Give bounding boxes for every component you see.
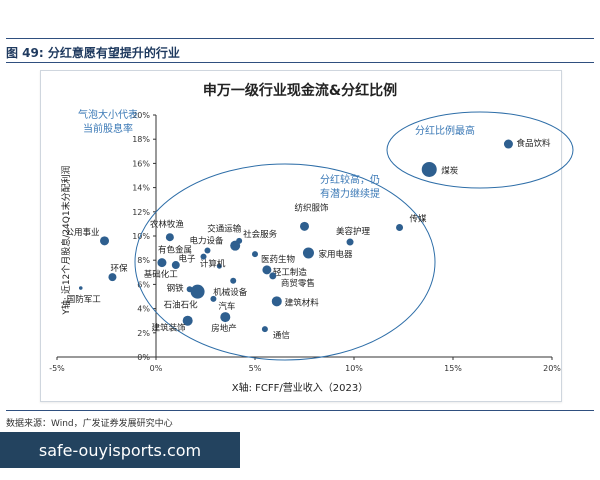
data-point [78, 286, 83, 290]
annotation-main-line: 有潜力继续提 [320, 187, 380, 200]
data-point-label: 建筑材料 [285, 297, 320, 308]
data-point [262, 265, 272, 275]
footer-rule [6, 410, 594, 411]
data-point-label: 机械设备 [213, 287, 248, 298]
annotation-top: 分红比例最高 [415, 124, 475, 137]
annotation-main-line: 分红较高，仍 [320, 173, 380, 186]
data-point-label: 纺织服饰 [295, 202, 330, 213]
y-tick-label: 18% [132, 135, 150, 144]
data-point-label: 公用事业 [66, 227, 100, 238]
data-point-label: 建筑装饰 [152, 323, 187, 334]
data-point [182, 315, 193, 326]
y-tick-label: 2% [137, 329, 150, 338]
data-point-label: 食品饮料 [516, 138, 551, 149]
y-tick-label: 16% [132, 159, 150, 168]
data-point [157, 258, 167, 268]
data-point-label: 医药生物 [261, 254, 296, 265]
y-tick-label: 20% [132, 111, 150, 120]
highlight-ellipse-top [386, 111, 574, 189]
size-note-line: 气泡大小代表 [78, 108, 138, 121]
data-point [220, 312, 231, 323]
data-point [171, 261, 180, 270]
data-point-label: 汽车 [218, 301, 235, 312]
x-tick-label: 15% [444, 364, 462, 373]
data-point-label: 商贸零售 [281, 278, 315, 289]
data-point-label: 美容护理 [336, 226, 371, 237]
x-axis-label: X轴: FCFF/营业收入（2023） [232, 381, 368, 394]
x-tick-label: -5% [49, 364, 65, 373]
chart-title: 申万一级行业现金流&分红比例 [203, 82, 397, 99]
y-tick-label: 0% [137, 353, 150, 362]
data-point-label: 有色金属 [158, 245, 192, 256]
data-point-label: 基础化工 [144, 269, 179, 280]
data-point-label: 计算机 [200, 258, 226, 269]
y-tick-label: 6% [137, 280, 150, 289]
data-point-label: 轻工制造 [273, 267, 308, 278]
data-point-label: 传媒 [410, 214, 428, 225]
y-tick-label: 4% [137, 305, 150, 314]
header-rule-top [6, 38, 594, 39]
y-tick-label: 14% [132, 184, 150, 193]
data-point [216, 263, 222, 269]
y-tick-label: 8% [137, 256, 150, 265]
data-point-label: 通信 [273, 330, 291, 341]
data-point-label: 电力设备 [189, 236, 224, 247]
data-point-label: 社会服务 [243, 229, 278, 240]
data-point-label: 石油石化 [164, 300, 199, 311]
data-point-label: 家用电器 [318, 249, 353, 260]
y-axis-label: Y轴: 近12个月股息/24Q1末分配利润 [60, 165, 72, 315]
data-point-label: 交通运输 [207, 224, 242, 235]
x-tick-label: 10% [345, 364, 363, 373]
data-point [190, 284, 205, 299]
header-rule-bottom [6, 62, 594, 63]
data-point [165, 233, 174, 242]
x-tick-label: 5% [249, 364, 262, 373]
data-point [230, 277, 237, 284]
y-tick-label: 12% [132, 208, 150, 217]
figure-header: 图 49: 分红意愿有望提升的行业 [0, 0, 600, 63]
data-point-label: 电子 [179, 254, 197, 265]
data-point [230, 240, 241, 251]
watermark-banner: safe-ouyisports.com [0, 432, 240, 468]
data-point-label: 煤炭 [441, 165, 459, 176]
data-point [503, 139, 513, 149]
data-point [271, 296, 282, 307]
x-tick-label: 20% [543, 364, 561, 373]
data-point [269, 272, 277, 280]
chart-frame [40, 70, 562, 402]
data-point [252, 251, 258, 258]
data-point [346, 238, 354, 246]
data-point-label: 房地产 [211, 323, 237, 334]
size-note-line: 当前股息率 [83, 122, 133, 135]
data-point [204, 247, 211, 254]
data-point [261, 326, 268, 333]
data-point-label: 环保 [110, 263, 128, 274]
y-tick-label: 10% [132, 232, 150, 241]
data-point [396, 224, 404, 232]
data-point-label: 国防军工 [67, 294, 102, 305]
watermark-text: safe-ouyisports.com [38, 440, 202, 460]
data-point-label: 农林牧渔 [150, 219, 185, 230]
data-point-label: 钢铁 [167, 283, 185, 294]
data-point [210, 295, 217, 302]
data-point [300, 221, 309, 231]
data-point [421, 161, 437, 177]
source-note: 数据来源：Wind，广发证券发展研究中心 [6, 419, 173, 429]
figure-caption: 图 49: 分红意愿有望提升的行业 [6, 46, 180, 60]
data-point [100, 236, 110, 246]
data-point [200, 253, 207, 260]
x-tick-label: 0% [150, 364, 163, 373]
data-point [302, 247, 314, 259]
highlight-ellipse-main [134, 163, 436, 361]
data-point [108, 273, 117, 282]
